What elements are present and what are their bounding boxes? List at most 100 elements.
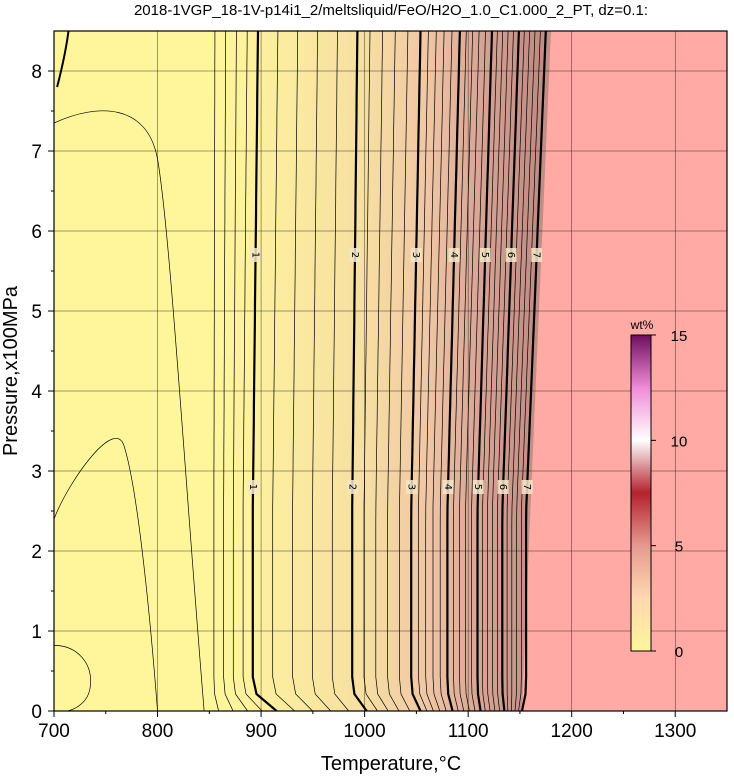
minor-contour <box>223 31 234 711</box>
x-tick-label: 1100 <box>448 721 489 742</box>
minor-contour <box>363 31 378 711</box>
plot-frame <box>53 30 728 712</box>
contour-label-bg <box>531 248 543 262</box>
minor-contour <box>471 31 486 711</box>
y-tick-label: 8 <box>31 62 42 83</box>
y-tick-label: 5 <box>31 302 42 323</box>
corner-contour <box>56 31 70 88</box>
minor-contour <box>487 31 504 711</box>
y-axis-label: Pressure,x100MPa <box>0 285 22 456</box>
contour-labels: 1 2 3 4 5 6 7 1 2 3 4 5 6 7 <box>247 248 543 494</box>
minor-contour <box>399 31 411 711</box>
x-tick-label: 800 <box>142 721 174 742</box>
corner-contour <box>54 645 91 711</box>
minor-contour <box>514 31 536 711</box>
liquidus-region <box>521 31 727 711</box>
minor-contour <box>506 31 525 711</box>
contour-label: 2 <box>349 252 360 258</box>
colorbar-bar <box>630 334 652 652</box>
minor-contour <box>232 31 248 711</box>
major-contour-1 <box>251 31 278 711</box>
contour-label-bg <box>349 248 361 262</box>
contour-label-bg <box>250 248 262 262</box>
major-contour-6 <box>501 31 520 711</box>
corner-contour <box>54 110 205 711</box>
plot-area: 1 2 3 4 5 6 7 1 2 3 4 5 6 7 7 0 0 800 900 1000 1100 1200 1300 0… <box>31 30 728 742</box>
contour-label: 3 <box>410 252 421 258</box>
colorbar-tick-label: 0 <box>675 644 683 661</box>
contour-label: 1 <box>250 252 261 258</box>
contour-label: 3 <box>406 484 417 490</box>
y-tick-label: 6 <box>31 222 42 243</box>
minor-contour <box>432 31 445 711</box>
major-contour-2 <box>351 31 368 711</box>
contour-label: 2 <box>346 484 357 490</box>
minor-contour <box>459 31 474 711</box>
contour-label: 5 <box>472 484 483 490</box>
x-axis-label: Temperature,°C <box>321 753 461 775</box>
contour-label: 7 <box>531 252 542 258</box>
colorbar-unit: wt% <box>630 318 654 332</box>
contour-label-bg <box>505 248 517 262</box>
minor-contours <box>213 31 541 711</box>
y-tick-label: 7 <box>31 142 42 163</box>
minor-contour <box>331 31 349 711</box>
colorbar-tick-label: 5 <box>675 539 683 556</box>
major-contour-3 <box>410 31 422 711</box>
minor-contour <box>465 31 480 711</box>
contour-label: 4 <box>448 252 459 258</box>
corner-contours <box>54 31 205 711</box>
minor-contour <box>453 31 467 711</box>
y-tick-label: 3 <box>31 462 42 483</box>
colorbar: 0 5 10 15 wt% <box>630 318 688 661</box>
minor-contour <box>482 31 498 711</box>
contour-label-bg <box>472 480 484 494</box>
contour-label-bg <box>410 248 422 262</box>
contour-label-bg <box>448 248 460 262</box>
y-tick-label: 1 <box>31 622 42 643</box>
contour-label-bg <box>346 480 358 494</box>
y-tick-label: 0 <box>31 702 42 723</box>
contour-label: 6 <box>497 484 508 490</box>
contour-label-bg <box>497 480 509 494</box>
colorbar-tick-label: 10 <box>671 433 688 450</box>
contour-label: 6 <box>505 252 516 258</box>
major-contour-5 <box>476 31 494 711</box>
contour-label: 1 <box>247 484 258 490</box>
y-tick-label: 4 <box>31 382 42 403</box>
minor-contour <box>518 31 541 711</box>
contour-label-bg <box>247 480 259 494</box>
minor-contour <box>312 31 331 711</box>
minor-contour <box>387 31 400 711</box>
major-contour-4 <box>446 31 461 711</box>
x-tick-label: 1300 <box>654 721 696 742</box>
contour-label: 5 <box>479 252 490 258</box>
contour-label: 4 <box>442 484 453 490</box>
major-contours <box>251 31 547 711</box>
minor-contour <box>439 31 453 711</box>
chart-title: 2018-1VGP_18-1V-p14i1_2/meltsliquid/FeO/… <box>134 2 648 19</box>
y-tick-label: 2 <box>31 542 42 563</box>
colorbar-tick-label: 15 <box>671 328 688 345</box>
minor-contour <box>292 31 313 711</box>
minor-contour <box>425 31 437 711</box>
x-tick-label: 1200 <box>551 721 593 742</box>
minor-contour <box>272 31 295 711</box>
contour-label-bg <box>442 480 454 494</box>
contour-label: 7 <box>521 484 532 490</box>
corner-contour <box>54 438 158 711</box>
minor-contour <box>497 31 514 711</box>
x-tick-label: 1000 <box>343 721 385 742</box>
x-tick-label: 900 <box>245 721 277 742</box>
minor-contour <box>213 31 219 711</box>
contour-label-bg <box>406 480 418 494</box>
minor-contour <box>375 31 389 711</box>
plot-clip-group <box>54 31 727 711</box>
minor-contour <box>492 31 509 711</box>
minor-contour <box>242 31 263 711</box>
minor-contour <box>511 31 531 711</box>
contour-label-bg <box>521 480 533 494</box>
minor-contour <box>418 31 429 711</box>
